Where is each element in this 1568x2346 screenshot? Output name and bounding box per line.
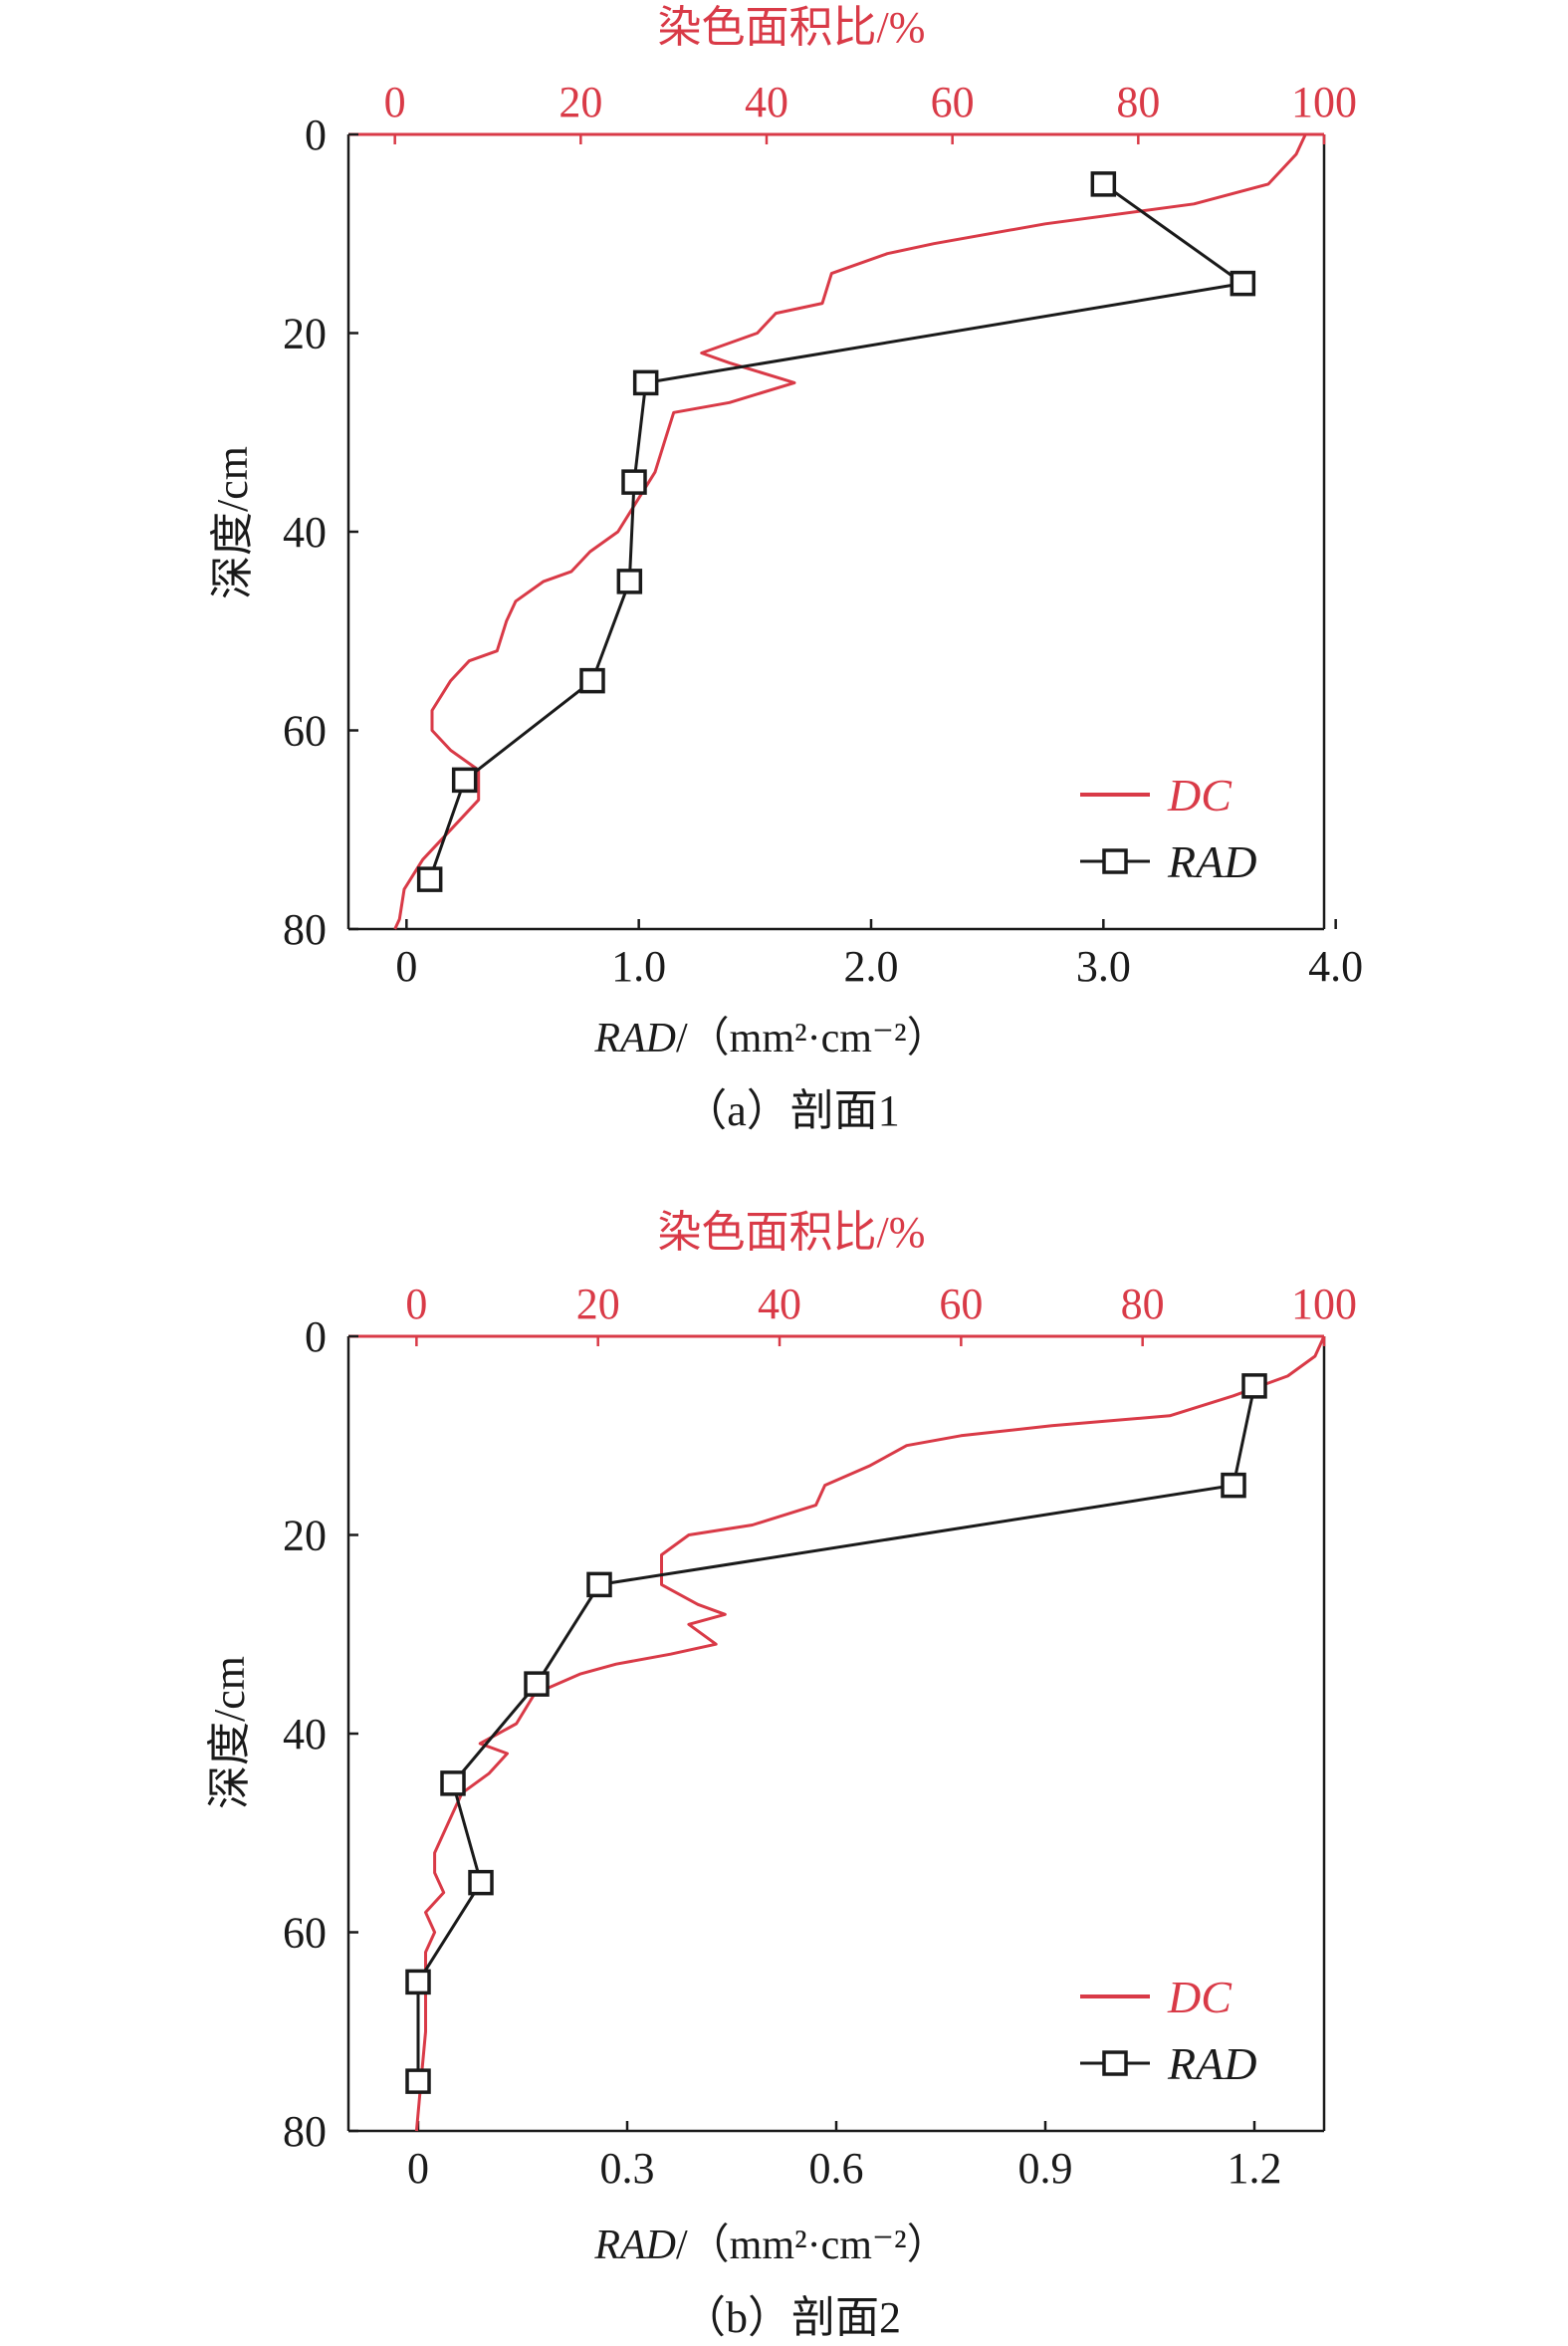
dc-series-line — [393, 133, 1307, 930]
x-tick-label: 0.3 — [600, 2144, 655, 2193]
y-tick-label: 40 — [283, 1710, 327, 1759]
legend-rad-label: RAD — [1167, 2038, 1256, 2089]
x-tick-label: 2.0 — [844, 942, 899, 991]
rad-point — [468, 1869, 494, 1896]
top-tick-label: 40 — [758, 1280, 801, 1328]
legend-rad-swatch-marker — [1102, 2050, 1128, 2076]
rad-point — [586, 1571, 612, 1598]
top-tick-label: 80 — [1116, 78, 1160, 126]
y-axis-title: 深度/cm — [205, 1656, 254, 1809]
top-axis-title: 染色面积比/% — [658, 3, 926, 52]
top-tick-label: 0 — [384, 78, 406, 126]
dc-series-line — [414, 1335, 1326, 2132]
x-tick-label: 0 — [407, 2144, 429, 2193]
x-tick-label: 3.0 — [1076, 942, 1131, 991]
legend-dc-label: DC — [1167, 1972, 1232, 2022]
rad-point — [440, 1770, 466, 1796]
y-tick-label: 0 — [305, 1312, 327, 1361]
rad-point — [579, 667, 605, 694]
y-tick-label: 60 — [283, 1909, 327, 1958]
x-axis-title-italic: RAD — [593, 2223, 676, 2268]
rad-point — [1241, 1373, 1267, 1399]
x-axis-title-unit: /（mm²·cm⁻²） — [676, 1016, 949, 1061]
plot-area: 0 20 40 60 80 100 0 1.0 2.0 3.0 4.0 0 20 40 60 80 DC RAD — [283, 78, 1363, 991]
top-tick-label: 60 — [939, 1280, 983, 1328]
rad-point — [405, 1969, 431, 1995]
rad-series-line — [416, 1385, 1256, 2082]
rad-point — [405, 2068, 431, 2094]
x-axis-title-unit: /（mm²·cm⁻²） — [676, 2223, 949, 2268]
rad-point — [632, 369, 659, 396]
y-tick-label: 20 — [283, 1512, 327, 1560]
y-tick-label: 40 — [283, 508, 327, 557]
rad-point — [1230, 270, 1256, 297]
top-tick-label: 100 — [1291, 1280, 1357, 1328]
y-tick-label: 0 — [305, 111, 327, 159]
rad-point — [616, 569, 643, 594]
y-tick-label: 60 — [283, 707, 327, 756]
top-tick-label: 80 — [1121, 1280, 1165, 1328]
top-tick-label: 100 — [1291, 78, 1357, 126]
x-tick-label: 1.2 — [1228, 2144, 1282, 2193]
top-tick-label: 20 — [559, 78, 602, 126]
x-axis-title-italic: RAD — [593, 1016, 676, 1061]
top-tick-label: 20 — [576, 1280, 620, 1328]
x-tick-label: 0 — [395, 942, 417, 991]
y-tick-label: 80 — [283, 2107, 327, 2156]
rad-series-line — [428, 182, 1247, 880]
rad-point — [1221, 1472, 1246, 1499]
plot-area: 0 20 40 60 80 100 0 0.3 0.6 0.9 1.2 0 20 40 60 80 DC RAD — [283, 1280, 1357, 2193]
legend-rad-swatch-marker — [1102, 848, 1128, 874]
rad-point — [416, 866, 443, 892]
top-tick-label: 0 — [405, 1280, 427, 1328]
x-tick-label: 0.6 — [809, 2144, 864, 2193]
x-tick-label: 0.9 — [1018, 2144, 1073, 2193]
legend-rad-label: RAD — [1167, 836, 1256, 887]
y-axis-title: 深度/cm — [208, 446, 257, 599]
y-tick-label: 20 — [283, 310, 327, 358]
caption: （a）剖面1 — [683, 1086, 900, 1135]
top-axis-title: 染色面积比/% — [658, 1208, 926, 1257]
legend-dc-label: DC — [1167, 770, 1232, 821]
rad-point — [1090, 171, 1117, 197]
caption: （b）剖面2 — [682, 2293, 901, 2342]
y-tick-label: 80 — [283, 905, 327, 954]
x-tick-label: 1.0 — [611, 942, 666, 991]
rad-point — [524, 1671, 550, 1697]
rad-point — [451, 767, 478, 794]
rad-point — [621, 469, 647, 495]
top-tick-label: 60 — [931, 78, 975, 126]
x-axis-title: RAD/（mm²·cm⁻²） — [593, 2223, 948, 2268]
x-axis-title: RAD/（mm²·cm⁻²） — [593, 1016, 948, 1061]
top-tick-label: 40 — [745, 78, 788, 126]
x-tick-label: 4.0 — [1308, 942, 1363, 991]
